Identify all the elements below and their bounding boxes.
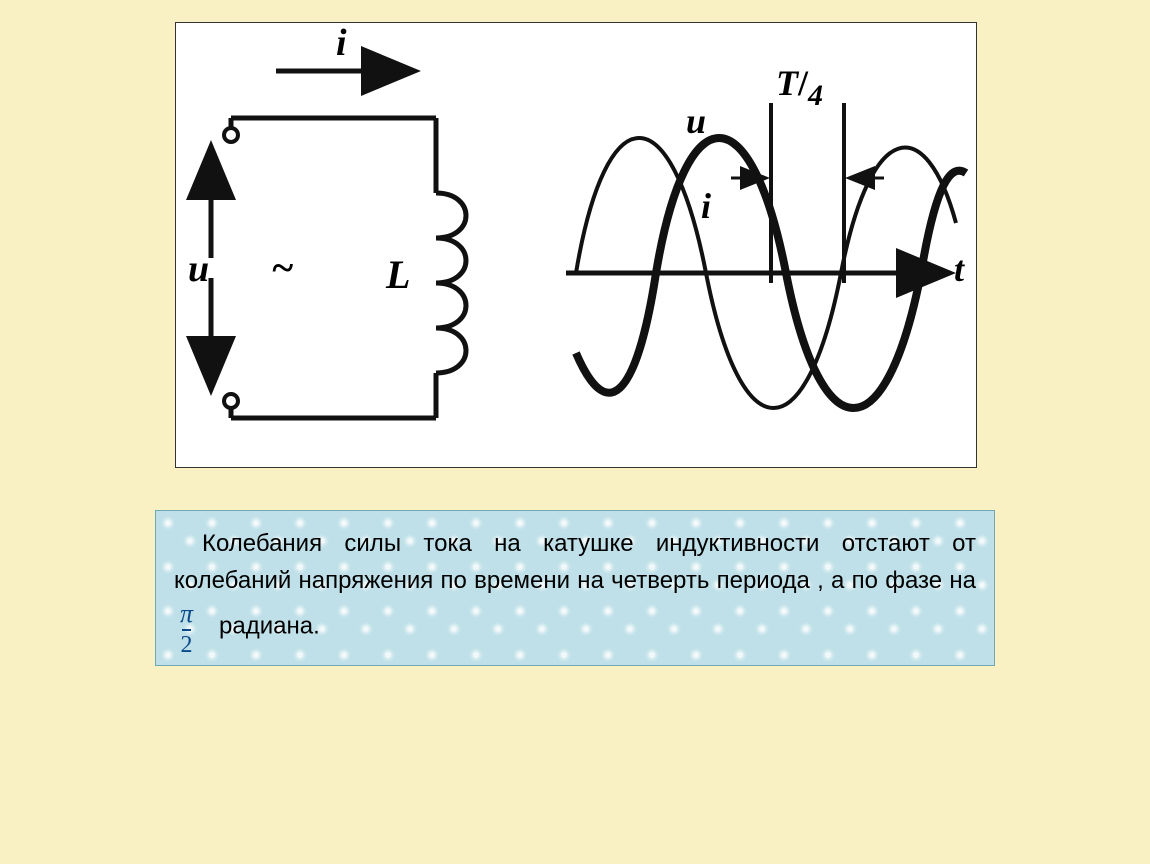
fraction-bar	[182, 629, 191, 631]
voltage-label: u	[188, 248, 209, 290]
diagram-svg: i u ~ L	[176, 23, 976, 467]
wave-u-label: u	[686, 101, 706, 141]
ac-symbol: ~	[271, 245, 294, 290]
phase-shift-label: T/4	[776, 63, 823, 112]
time-axis-label: t	[954, 249, 965, 289]
slide: i u ~ L	[0, 0, 1150, 864]
pi-over-two: π 2	[180, 601, 193, 657]
fraction-denominator: 2	[180, 633, 193, 657]
inductor-icon	[436, 193, 466, 373]
caption-box: Колебания силы тока на катушке индуктивн…	[155, 510, 995, 666]
inductor-label: L	[385, 252, 410, 297]
current-label: i	[336, 23, 347, 64]
terminal-top	[224, 128, 238, 142]
wave-i-label: i	[701, 186, 711, 226]
fraction-numerator: π	[180, 601, 193, 627]
terminal-bottom	[224, 394, 238, 408]
caption-after: радиана.	[219, 613, 320, 640]
figure-panel: i u ~ L	[175, 22, 977, 468]
caption-text: Колебания силы тока на катушке индуктивн…	[174, 530, 976, 594]
